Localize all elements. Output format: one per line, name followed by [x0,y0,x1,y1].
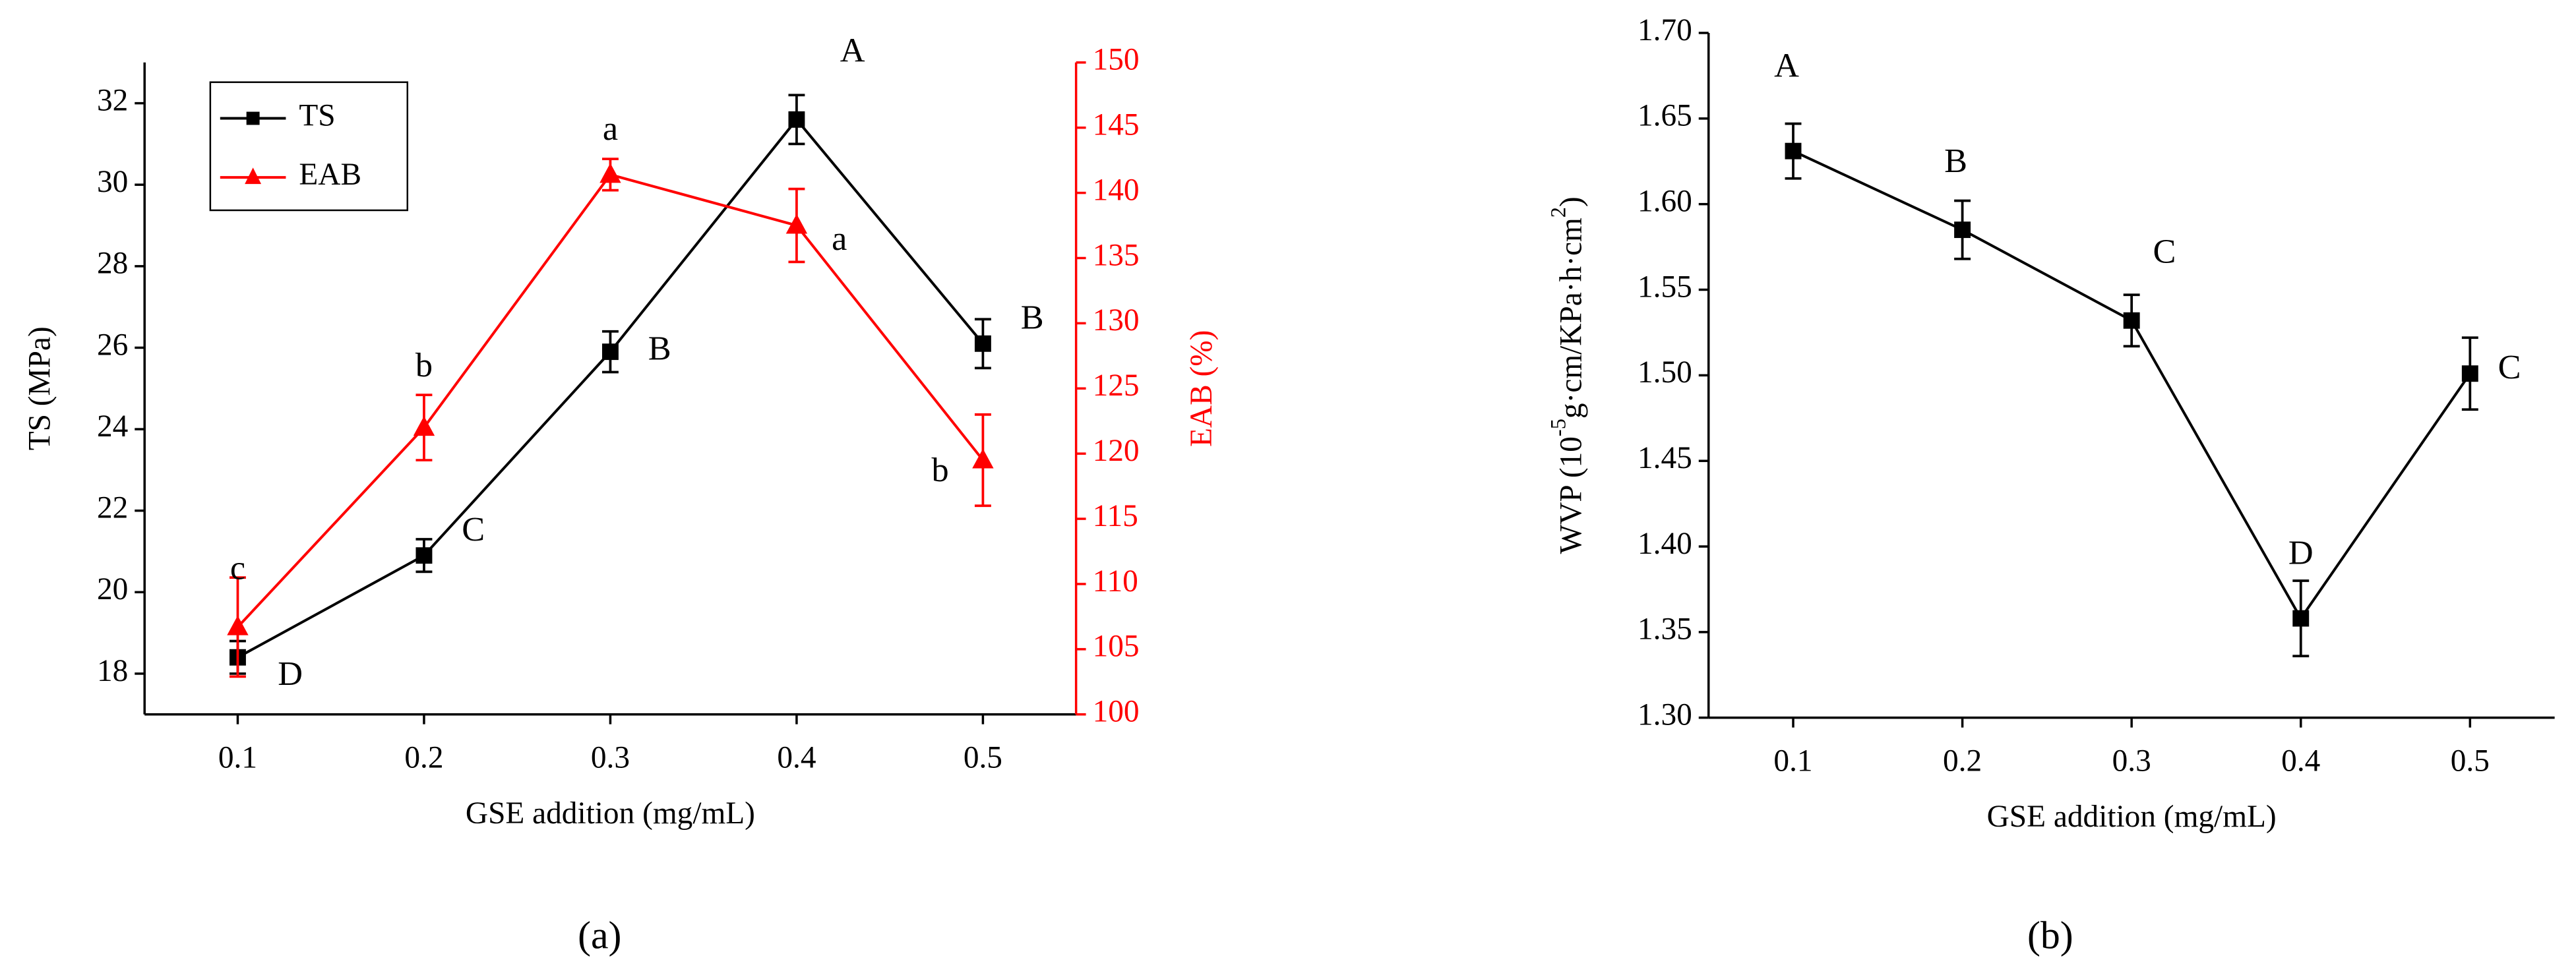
point [788,111,805,128]
x-tick-label: 0.3 [591,740,630,775]
y2-tick-label: 105 [1093,630,1140,664]
significance-letter: B [1021,298,1044,336]
y2-tick-label: 150 [1093,43,1140,77]
y2-axis-label: EAB (%) [1184,330,1219,447]
point [601,343,619,361]
legend-label: EAB [299,158,361,192]
y2-tick-label: 135 [1093,238,1140,272]
x-tick-label: 0.5 [964,740,1002,775]
x-tick-label: 0.4 [2281,744,2320,778]
y-tick-label: 1.40 [1638,527,1692,561]
y-tick-label: 32 [97,83,128,117]
point [415,547,433,564]
point [1954,221,1971,239]
y-tick-label: 22 [97,491,128,525]
y2-tick-label: 110 [1093,564,1138,599]
legend-marker [245,167,262,185]
chart: 0.1 0.2 0.3 0.4 0.5 1.30 1.35 1.40 1.45 1.50 1.55 1… [1547,13,2555,957]
point [785,214,808,234]
significance-letter: D [2288,533,2314,572]
x-tick-label: 0.3 [2112,744,2151,778]
point [2461,365,2478,382]
y2-tick-label: 130 [1093,303,1140,338]
significance-letter: C [462,510,485,548]
y-tick-label: 24 [97,409,128,444]
y2-tick-label: 120 [1093,434,1140,468]
y-tick-label: 1.70 [1638,13,1692,47]
y2-tick-label: 100 [1093,695,1140,729]
point [1785,142,1802,160]
y-axis-label-part: ) [1554,196,1588,207]
x-tick-label: 0.5 [2451,744,2490,778]
y-tick-label: 1.35 [1638,612,1692,647]
y-axis-label-part: WVP (10 [1554,436,1588,554]
significance-letter: A [1774,47,1799,85]
point [413,416,435,436]
y-tick-label: 1.50 [1638,355,1692,390]
x-tick-label: 0.2 [1943,744,1982,778]
significance-letter: D [278,655,303,693]
significance-letter: C [2153,233,2176,271]
y-axis-label-part: g·cm/KPa·h·cm [1554,218,1588,419]
y-axis-label-part: 2 [1547,207,1571,218]
y-tick-label: 18 [97,654,128,688]
x-tick-label: 0.4 [777,740,816,775]
caption: (b) [2027,914,2073,957]
x-axis-label: GSE addition (mg/mL) [1987,800,2277,834]
y-axis-label-part: -5 [1547,419,1571,436]
point [972,448,994,469]
significance-letter: a [603,109,618,148]
y-axis-label: WVP (10-5g·cm/KPa·h·cm2) [1547,196,1588,554]
point [2292,610,2310,627]
legend-marker [246,111,260,125]
y2-tick-label: 125 [1093,368,1140,403]
point [599,163,621,183]
x-axis-label: GSE addition (mg/mL) [466,796,755,831]
significance-letter: a [832,220,847,258]
caption: (a) [578,914,621,957]
point [227,615,249,635]
y-tick-label: 1.45 [1638,441,1692,475]
y2-tick-label: 145 [1093,108,1140,142]
point [974,335,991,352]
x-tick-label: 0.1 [1773,744,1812,778]
significance-letter: C [2498,348,2521,386]
significance-letter: b [415,346,433,384]
legend-label: TS [299,98,335,132]
y-axis-label: TS (MPa) [23,326,57,450]
y-tick-label: 26 [97,328,128,362]
x-tick-label: 0.1 [218,740,257,775]
y-tick-label: 1.30 [1638,698,1692,732]
significance-letter: B [648,330,671,368]
series-line [237,173,984,628]
y-tick-label: 1.65 [1638,99,1692,133]
chart: 0.1 0.2 0.3 0.4 0.5 18 20 22 24 26 28 30 32 100 105 110… [23,32,1219,957]
significance-letter: A [840,32,865,70]
y2-tick-label: 140 [1093,173,1140,207]
y-tick-label: 28 [97,247,128,281]
x-tick-label: 0.2 [404,740,443,775]
significance-letter: c [230,549,245,587]
significance-letter: B [1944,142,1967,180]
y-tick-label: 20 [97,572,128,606]
y-tick-label: 1.55 [1638,270,1692,304]
y-tick-label: 1.60 [1638,185,1692,219]
legend-box [209,81,409,212]
series-line [1793,150,2471,621]
point [2123,312,2140,329]
y2-tick-label: 115 [1093,499,1138,533]
y-tick-label: 30 [97,165,128,199]
significance-letter: b [932,451,949,489]
